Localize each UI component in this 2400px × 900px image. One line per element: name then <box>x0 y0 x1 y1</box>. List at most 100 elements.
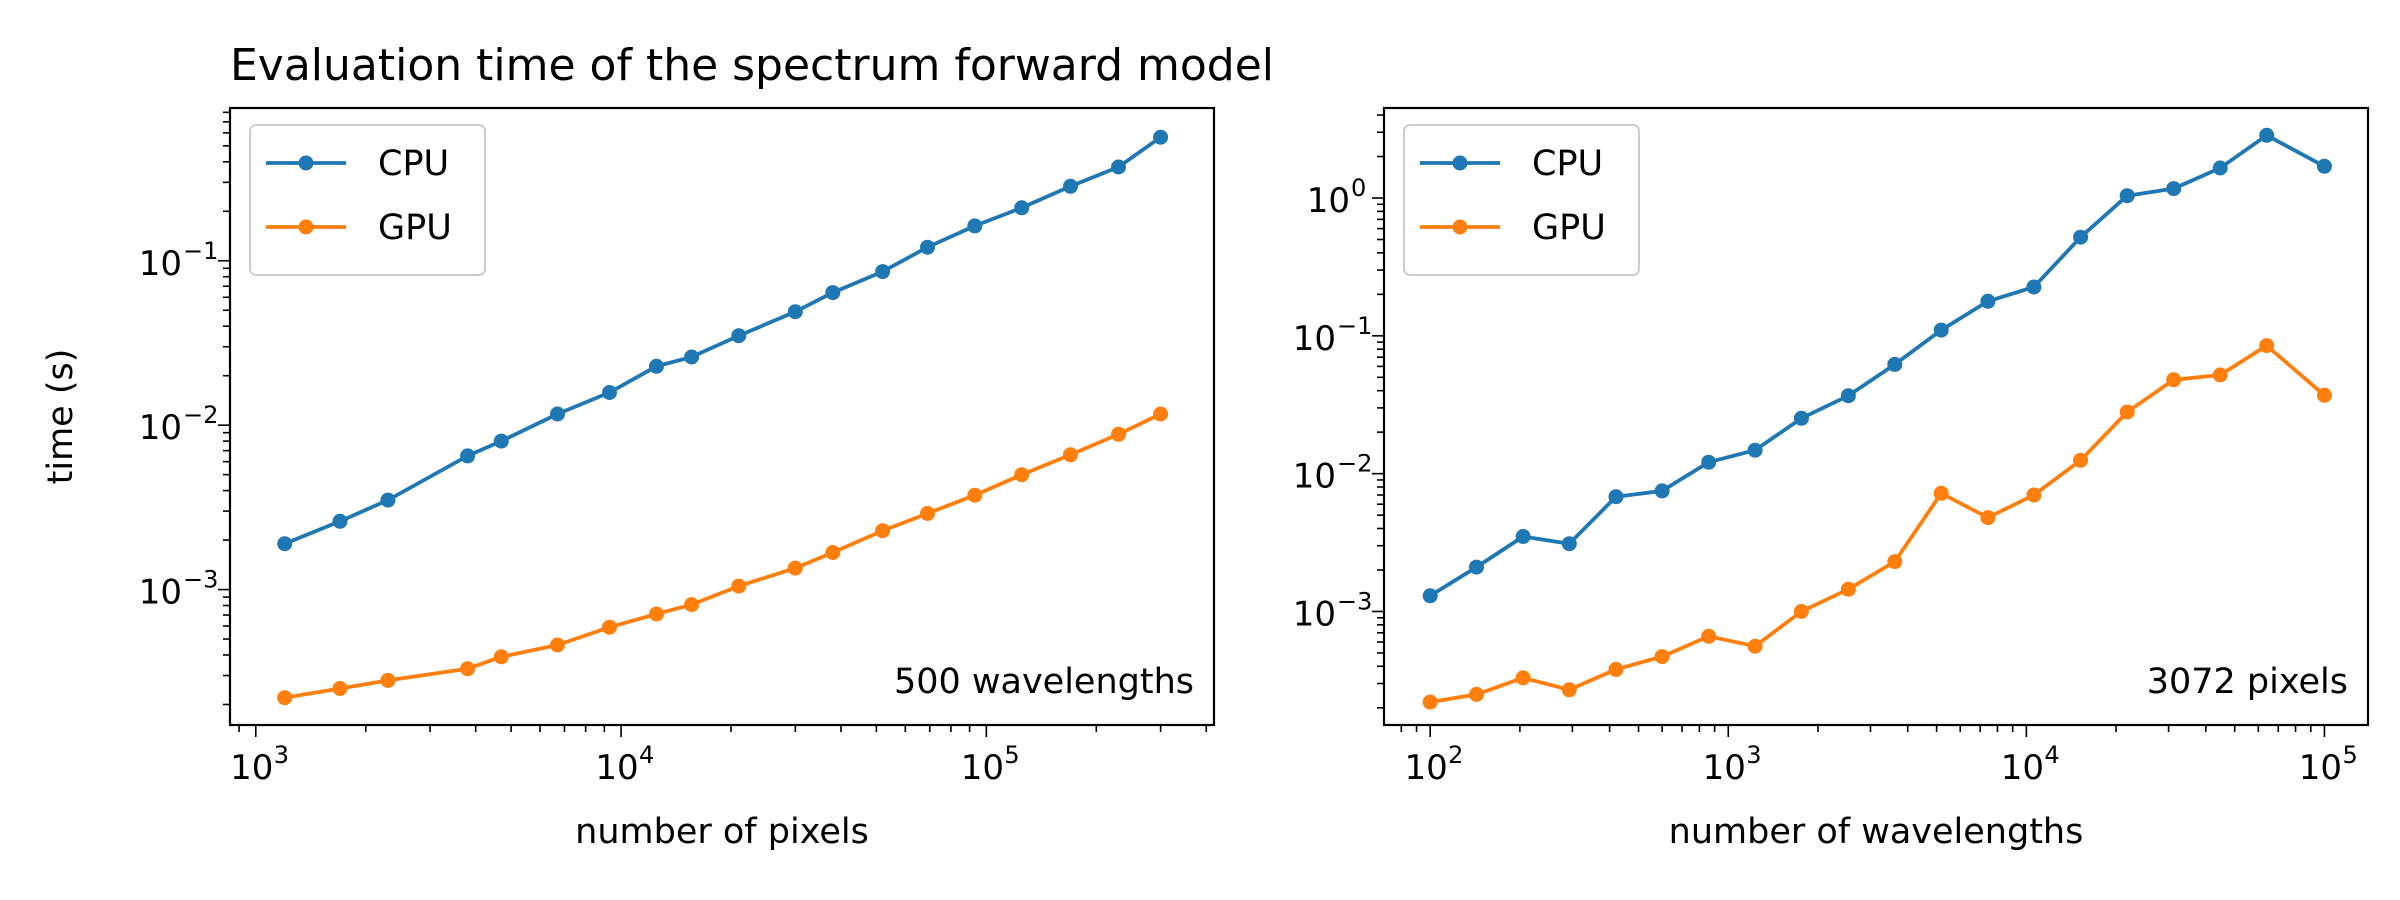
cpu-point <box>1515 529 1531 544</box>
cpu-point <box>731 328 747 344</box>
cpu-point <box>1063 178 1078 194</box>
cpu-point <box>1747 442 1763 458</box>
plot-frame <box>1382 106 2370 727</box>
gpu-point <box>1014 467 1030 483</box>
gpu-point <box>2259 338 2275 354</box>
cpu-point <box>2073 229 2089 245</box>
y-tick-label: 10 <box>1293 594 1336 634</box>
series-cpu <box>1422 127 2332 604</box>
cpu-point <box>602 385 617 400</box>
legend: CPU GPU <box>1403 124 1640 276</box>
cpu-point <box>649 358 664 374</box>
x-tick-label: 10 <box>961 748 1004 788</box>
minor-ticks <box>223 111 1208 732</box>
cpu-point <box>1701 454 1717 470</box>
y-tick-exponent: −2 <box>183 401 218 429</box>
gpu-point <box>1561 682 1577 698</box>
gpu-point <box>1153 406 1169 422</box>
cpu-point <box>2119 188 2135 204</box>
gpu-point <box>2212 367 2228 383</box>
panel-annotation: 3072 pixels <box>2147 662 2348 702</box>
gpu-point <box>602 619 617 635</box>
x-tick-label: 10 <box>2299 748 2342 788</box>
x-tick-exponent: 3 <box>274 741 289 769</box>
cpu-point <box>2026 279 2042 295</box>
legend-label-cpu: CPU <box>378 144 449 184</box>
gpu-point <box>460 661 476 677</box>
cpu-point <box>493 433 509 449</box>
cpu-point <box>1840 388 1856 404</box>
gpu-point <box>1887 554 1903 570</box>
cpu-point <box>1111 159 1126 175</box>
legend-marker-cpu <box>1452 155 1468 171</box>
x-tick-exponent: 2 <box>1448 741 1463 769</box>
gpu-point <box>1933 485 1949 501</box>
legend-frame <box>1403 124 1640 276</box>
cpu-point <box>875 264 891 280</box>
x-tick-exponent: 5 <box>1004 741 1019 769</box>
gpu-point <box>1608 661 1624 677</box>
minor-ticks <box>1377 114 2312 732</box>
gpu-point <box>1793 604 1809 619</box>
x-tick-label: 10 <box>595 748 638 788</box>
cpu-point <box>1422 588 1438 604</box>
cpu-point <box>332 513 348 529</box>
legend-label-gpu: GPU <box>378 208 452 248</box>
gpu-point <box>875 523 891 539</box>
gpu-point <box>2166 372 2182 388</box>
series-cpu <box>277 129 1169 552</box>
y-tick-label: 10 <box>139 573 182 613</box>
y-tick-label: 10 <box>1293 319 1336 359</box>
gpu-point <box>1980 510 1996 526</box>
gpu-point <box>920 506 935 521</box>
legend-marker-cpu <box>298 155 314 171</box>
cpu-point <box>277 536 293 552</box>
cpu-point <box>1608 489 1624 505</box>
y-tick-exponent: −3 <box>1337 587 1372 615</box>
gpu-point <box>1840 581 1856 597</box>
x-tick-label: 10 <box>1405 748 1448 788</box>
x-tick-label: 10 <box>1703 748 1746 788</box>
gpu-point <box>967 487 983 503</box>
cpu-point <box>920 239 935 255</box>
gpu-point <box>1063 447 1078 463</box>
y-tick-label: 10 <box>1307 181 1350 221</box>
plot-frame <box>228 106 1216 727</box>
chart-title: Evaluation time of the spectrum forward … <box>230 40 1274 91</box>
cpu-point <box>787 304 803 320</box>
gpu-point <box>332 681 348 696</box>
panel-annotation: 500 wavelengths <box>894 662 1194 702</box>
y-tick-label: 10 <box>1293 457 1336 497</box>
cpu-point <box>1561 536 1577 552</box>
gpu-point <box>1701 628 1717 644</box>
y-tick-exponent: −1 <box>1337 312 1372 340</box>
gpu-point <box>649 606 664 622</box>
gpu-point <box>2073 452 2089 468</box>
cpu-point <box>1980 293 1996 309</box>
cpu-point <box>1933 322 1949 338</box>
x-tick-exponent: 5 <box>2342 741 2357 769</box>
y-tick-exponent: −1 <box>183 237 218 265</box>
cpu-point <box>2259 127 2275 143</box>
cpu-point <box>1793 410 1809 426</box>
gpu-point <box>1422 694 1438 710</box>
gpu-point <box>277 690 293 706</box>
legend-frame <box>249 124 486 276</box>
x-axis-label: number of pixels <box>575 812 869 852</box>
y-tick-label: 10 <box>139 408 182 448</box>
cpu-point <box>1014 200 1030 216</box>
cpu-point <box>2316 158 2332 174</box>
cpu-point <box>550 406 565 422</box>
x-tick-exponent: 3 <box>1746 741 1761 769</box>
legend-label-gpu: GPU <box>1532 208 1606 248</box>
x-axis-label: number of wavelengths <box>1669 812 2084 852</box>
y-tick-exponent: 0 <box>1351 174 1366 202</box>
gpu-point <box>1469 686 1484 702</box>
gpu-point <box>1654 649 1670 665</box>
legend-marker-gpu <box>298 219 314 235</box>
cpu-line <box>1429 133 2326 598</box>
y-tick-exponent: −2 <box>1337 450 1372 478</box>
cpu-point <box>460 448 476 464</box>
